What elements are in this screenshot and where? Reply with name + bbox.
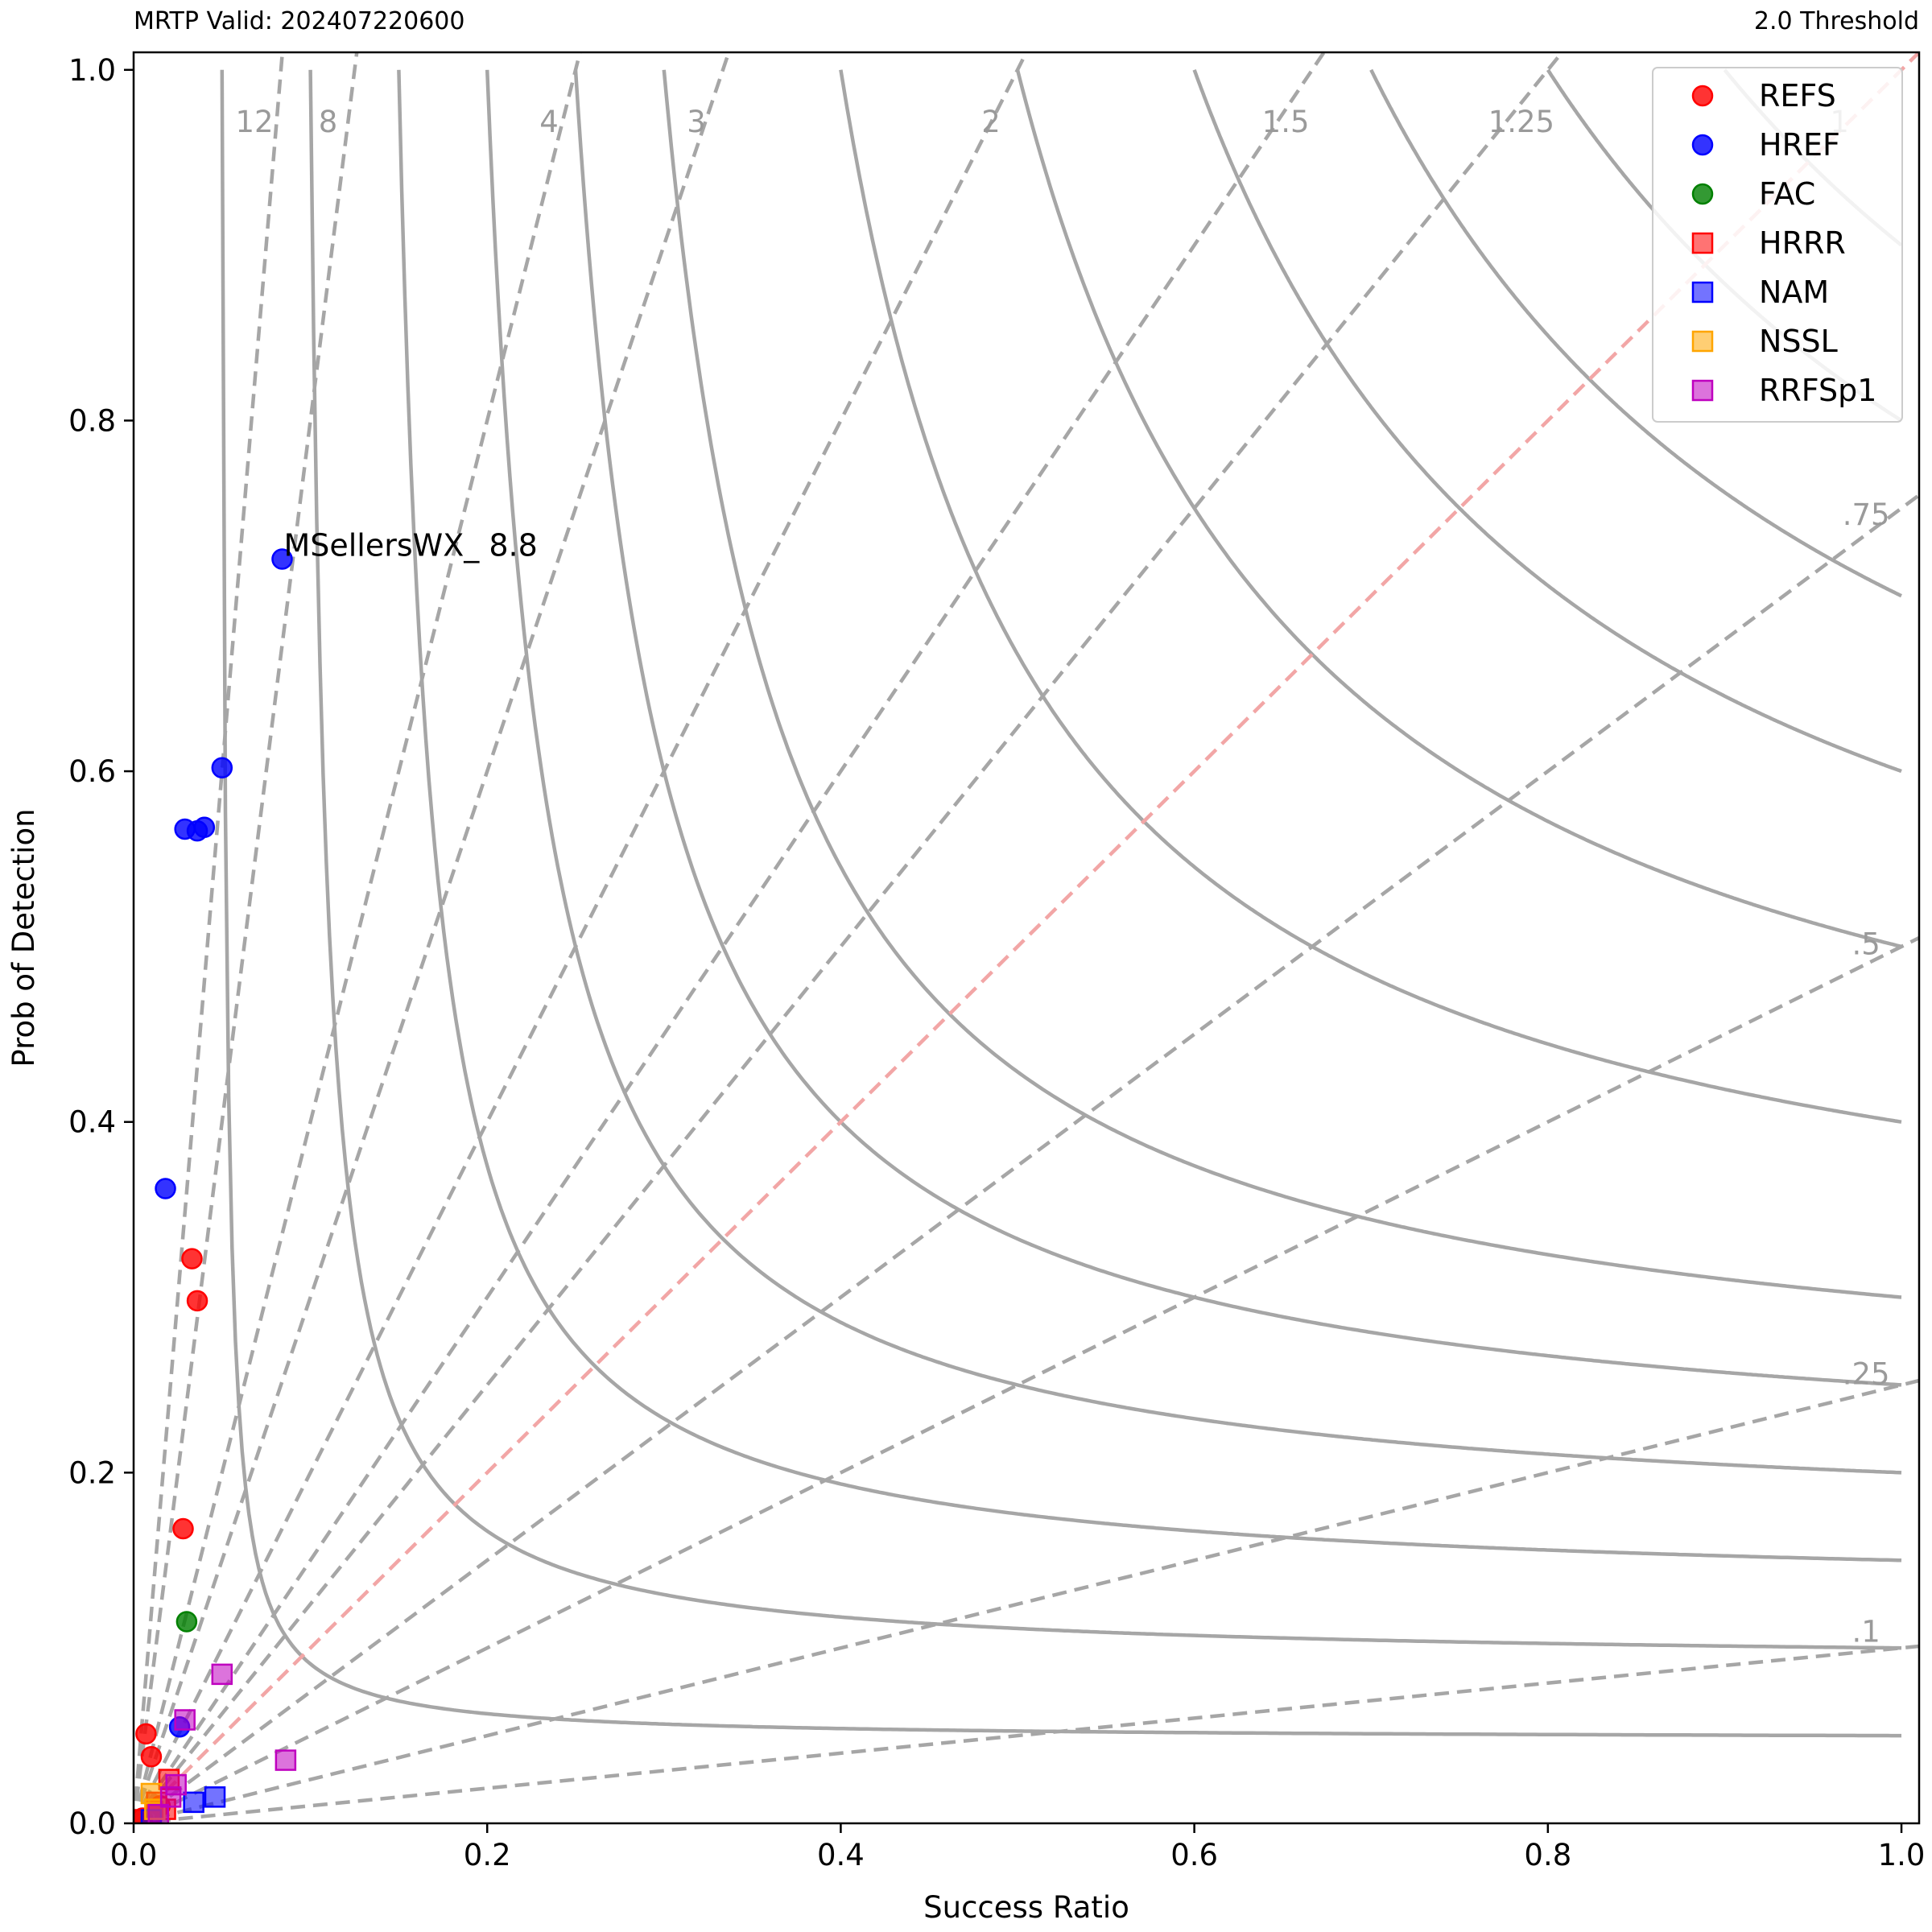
y-tick-label: 0.4 xyxy=(68,1105,116,1140)
x-tick-label: 0.2 xyxy=(464,1838,511,1872)
x-tick-label: 0.8 xyxy=(1524,1838,1571,1872)
y-axis-ticks: 0.0 0.2 0.4 0.6 0.8 1.0 xyxy=(68,53,134,1841)
plot-frame xyxy=(132,51,1921,1825)
data-point-nam xyxy=(183,1791,204,1814)
bias-line xyxy=(134,493,1919,1823)
legend-marker-nam xyxy=(1691,281,1714,303)
bias-line xyxy=(134,52,1327,1823)
bias-label: .75 xyxy=(1843,497,1890,532)
bias-label: .1 xyxy=(1852,1615,1880,1649)
csi-isoline xyxy=(485,69,1902,1475)
data-point-rrfsp1 xyxy=(174,1709,196,1731)
header-left-title: MRTP Valid: 202407220600 xyxy=(134,7,464,35)
x-axis-label: Success Ratio xyxy=(923,1890,1129,1925)
data-point-href xyxy=(271,548,293,570)
x-tick-label: 1.0 xyxy=(1878,1838,1926,1872)
legend-label-href: HREF xyxy=(1759,127,1840,163)
bias-line xyxy=(134,1644,1919,1823)
bias-line xyxy=(134,52,1565,1823)
data-point-refs xyxy=(140,1745,163,1768)
bias-label: 2 xyxy=(981,105,1001,139)
data-point-refs xyxy=(172,1517,194,1540)
legend-label-nssl: NSSL xyxy=(1759,324,1838,359)
bias-label: 1.25 xyxy=(1488,105,1554,139)
csi-isoline xyxy=(397,69,1902,1563)
bias-label: .5 xyxy=(1852,927,1880,962)
legend-marker-href xyxy=(1691,134,1714,156)
x-axis-ticks: 0.0 0.2 0.4 0.6 0.8 1.0 xyxy=(110,1823,1926,1872)
data-point-refs xyxy=(135,1723,157,1745)
data-point-fac xyxy=(175,1611,198,1633)
csi-isoline xyxy=(839,69,1902,1124)
csi-isoline xyxy=(1192,69,1902,774)
legend-label-fac: FAC xyxy=(1759,176,1815,212)
csi-isoline xyxy=(662,69,1902,1299)
bias-line xyxy=(134,52,285,1823)
y-tick-label: 0.2 xyxy=(68,1455,116,1490)
y-tick-label: 0.6 xyxy=(68,754,116,789)
bias-line xyxy=(134,52,359,1823)
legend-items: REFS HREF FAC HRRR NAM NSSL RRFSp1 xyxy=(1691,78,1876,408)
data-point-refs xyxy=(181,1248,203,1269)
data-point-href xyxy=(211,757,233,778)
y-axis-label: Prob of Detection xyxy=(6,808,41,1067)
legend-frame xyxy=(1652,67,1903,423)
data-points xyxy=(134,548,297,1823)
legend-marker-hrrr xyxy=(1691,232,1714,254)
legend-label-rrfsp1: RRFSp1 xyxy=(1759,373,1876,408)
data-point-refs xyxy=(186,1290,208,1312)
y-tick-label: 0.8 xyxy=(68,403,116,438)
bias-line xyxy=(134,52,1919,1823)
bias-line xyxy=(134,52,582,1823)
x-tick-label: 0.0 xyxy=(110,1838,158,1872)
bias-label: 12 xyxy=(236,105,274,139)
legend-marker-nssl xyxy=(1691,330,1714,353)
data-point-rrfsp1 xyxy=(275,1749,297,1771)
bias-line xyxy=(134,52,1029,1823)
bias-label: 4 xyxy=(539,105,559,139)
bias-label: 1.5 xyxy=(1262,105,1310,139)
legend-marker-refs xyxy=(1691,85,1714,107)
y-tick-label: 0.0 xyxy=(68,1806,116,1841)
bias-label: 8 xyxy=(319,105,338,139)
bias-line xyxy=(134,935,1919,1823)
csi-isoline xyxy=(1015,69,1902,949)
data-point-rrfsp1 xyxy=(211,1663,233,1686)
data-point-href xyxy=(193,816,216,839)
legend: REFS HREF FAC HRRR NAM NSSL RRFSp1 xyxy=(1652,67,1903,423)
csi-isoline xyxy=(573,69,1902,1387)
data-point-rrfsp1 xyxy=(147,1803,169,1823)
data-point-rrfsp1 xyxy=(159,1786,182,1808)
legend-marker-fac xyxy=(1691,183,1714,205)
data-point-nam xyxy=(204,1786,226,1808)
annotations: MSellersWX_ 8.8 xyxy=(283,528,537,564)
csi-isoline xyxy=(308,69,1902,1650)
header-right-title: 2.0 Threshold xyxy=(1754,7,1919,35)
point-annotation: MSellersWX_ 8.8 xyxy=(283,528,537,564)
bias-lines xyxy=(134,52,1919,1823)
x-tick-label: 0.6 xyxy=(1170,1838,1218,1872)
csi-isoline xyxy=(1369,68,1902,598)
bias-line xyxy=(134,52,731,1823)
x-tick-label: 0.4 xyxy=(817,1838,865,1872)
y-tick-label: 1.0 xyxy=(68,53,116,88)
bias-label: .25 xyxy=(1843,1356,1890,1391)
bias-label: 3 xyxy=(687,105,706,139)
legend-label-nam: NAM xyxy=(1759,275,1829,310)
data-point-href xyxy=(155,1178,176,1199)
legend-marker-rrfsp1 xyxy=(1691,379,1714,402)
bias-line xyxy=(134,1378,1919,1823)
legend-label-refs: REFS xyxy=(1759,78,1836,114)
legend-label-hrrr: HRRR xyxy=(1759,225,1846,261)
